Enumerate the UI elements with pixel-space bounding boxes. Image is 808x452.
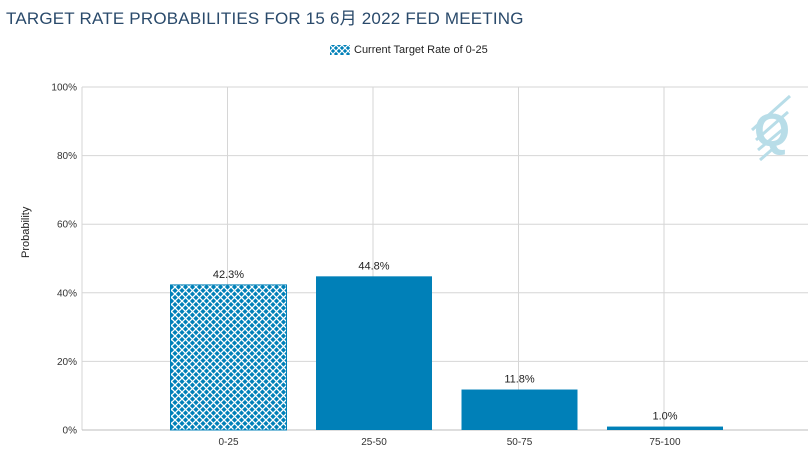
x-tick-label: 75-100: [649, 437, 681, 448]
data-label: 11.8%: [504, 374, 535, 386]
data-labels: 42.3% 44.8% 11.8% 1.0%: [213, 260, 678, 422]
data-label: 1.0%: [652, 411, 677, 423]
x-tick-label: 50-75: [507, 437, 533, 448]
x-tick-label: 0-25: [218, 437, 238, 448]
y-tick-label: 80%: [57, 151, 77, 162]
y-tick-label: 60%: [57, 220, 77, 231]
bar: [607, 426, 723, 430]
y-tick-label: 20%: [57, 357, 77, 368]
data-label: 44.8%: [358, 260, 389, 272]
bar: [170, 284, 287, 431]
data-label: 42.3%: [213, 269, 244, 281]
bar: [461, 389, 578, 430]
x-tick-label: 25-50: [361, 437, 387, 448]
y-tick-labels: 0% 20% 40% 60% 80% 100%: [51, 83, 77, 437]
legend-swatch-hatched: [330, 45, 350, 55]
legend-label: Current Target Rate of 0-25: [354, 44, 488, 56]
x-tick-labels: 0-25 25-50 50-75 75-100: [218, 437, 681, 448]
y-tick-label: 0%: [63, 426, 78, 437]
chart-title: TARGET RATE PROBABILITIES FOR 15 6月 2022…: [6, 9, 524, 28]
chart-legend[interactable]: Current Target Rate of 0-25: [330, 44, 488, 56]
bar: [316, 276, 432, 430]
y-tick-label: 40%: [57, 288, 77, 299]
bars: [170, 276, 723, 431]
watermark-q-logo: Q: [750, 94, 792, 162]
y-tick-label: 100%: [51, 83, 77, 94]
